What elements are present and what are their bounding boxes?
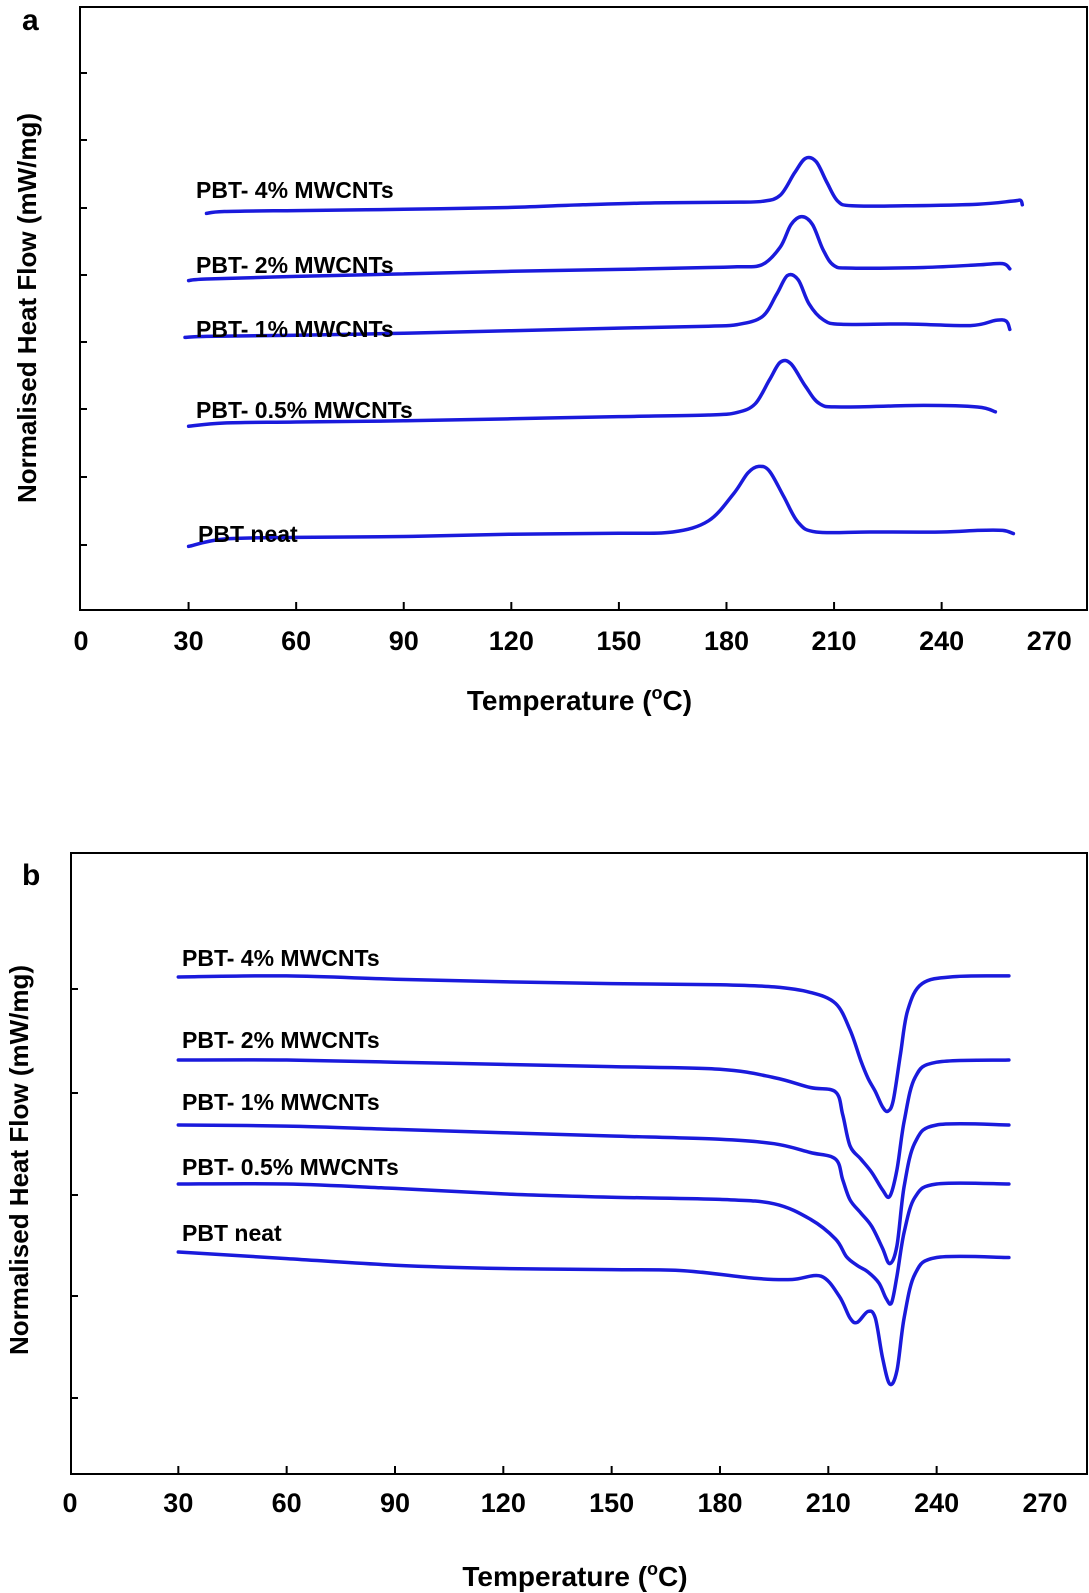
series-label: PBT- 0.5% MWCNTs [182,1154,399,1180]
x-tick-label: 240 [919,626,964,656]
plot-frame [79,6,1088,611]
series-line [183,272,1012,340]
x-tick-label: 150 [589,1488,634,1518]
x-tick-label: 210 [812,626,857,656]
x-tick-label: 0 [73,626,88,656]
panel-a: a 0 30 60 90 120 150 180 210 240 270 Temperature (o… [12,4,1088,716]
x-tick-label: 270 [1027,626,1072,656]
series-line [186,464,1016,549]
x-tick-label: 90 [380,1488,410,1518]
x-tick-label: 0 [62,1488,77,1518]
y-axis-title: Normalised Heat Flow (mW/mg) [12,113,42,503]
x-tick-label: 240 [914,1488,959,1518]
series-label: PBT- 1% MWCNTs [196,316,394,342]
series-label: PBT- 2% MWCNTs [196,252,394,278]
x-tick-label: 270 [1022,1488,1067,1518]
series-label: PBT- 1% MWCNTs [182,1089,380,1115]
x-tick-label: 60 [281,626,311,656]
x-tick-label: 120 [489,626,534,656]
x-axis-title: Temperature (oC) [467,683,692,716]
series-line [186,214,1012,283]
series-line [204,155,1025,216]
series-label: PBT- 2% MWCNTs [182,1027,380,1053]
x-tick-label: 30 [163,1488,193,1518]
x-tick-label: 180 [704,626,749,656]
x-tick-label: 150 [596,626,641,656]
series-line [176,1181,1011,1306]
series-line [186,358,998,428]
series-line [176,1121,1011,1266]
series-line [176,974,1011,1114]
x-tick-label: 60 [272,1488,302,1518]
series-label: PBT neat [182,1220,282,1246]
x-tick-label: 180 [697,1488,742,1518]
x-tick-label: 30 [174,626,204,656]
series-label: PBT- 4% MWCNTs [182,945,380,971]
panel-b: b 0 30 60 90 120 150 180 210 240 270 Temperature (o… [4,852,1088,1592]
panel-letter: a [22,4,39,37]
x-tick-label: 90 [389,626,419,656]
series-label: PBT- 0.5% MWCNTs [196,397,413,423]
y-axis-title: Normalised Heat Flow (mW/mg) [4,965,34,1355]
panel-letter: b [22,859,40,892]
series-label: PBT neat [198,521,298,547]
x-axis-title: Temperature (oC) [462,1559,687,1592]
series-line [176,1250,1011,1387]
series-label: PBT- 4% MWCNTs [196,177,394,203]
series-line [176,1058,1011,1200]
x-tick-label: 210 [806,1488,851,1518]
plot-frame [70,852,1088,1475]
x-tick-label: 120 [481,1488,526,1518]
